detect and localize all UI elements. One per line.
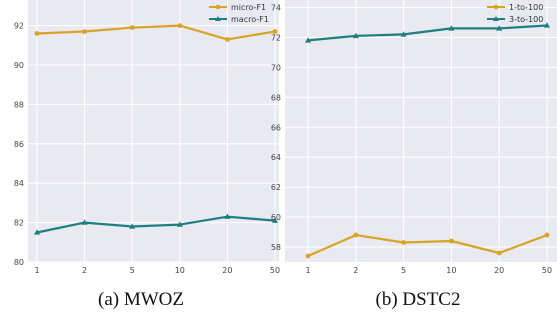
data-point-triangle <box>352 32 359 39</box>
x-tick-label: 2 <box>82 266 87 275</box>
data-point-circle <box>272 29 278 34</box>
data-point-triangle <box>81 219 88 225</box>
data-point-circle <box>305 253 311 259</box>
y-tick-label: 72 <box>271 33 281 42</box>
y-tick-label: 62 <box>271 183 281 192</box>
legend-label: 3-to-100 <box>509 15 543 24</box>
legend-marker-circle <box>215 4 221 10</box>
y-tick-label: 90 <box>14 61 24 70</box>
data-point-circle <box>129 25 135 30</box>
data-point-circle <box>34 31 40 36</box>
x-tick-label: 1 <box>305 266 310 275</box>
data-point-triangle <box>129 223 136 229</box>
series-line-1 <box>36 215 276 234</box>
data-point-triangle <box>448 25 455 31</box>
data-point-circle <box>401 240 406 245</box>
x-tick-label: 5 <box>130 266 135 275</box>
x-tick-label: 20 <box>494 266 504 275</box>
y-tick-label: 88 <box>14 100 24 109</box>
data-point-triangle <box>176 221 183 227</box>
y-tick-label: 74 <box>271 3 281 12</box>
series-line-0 <box>36 24 276 41</box>
data-point-triangle <box>544 22 550 28</box>
data-point-triangle <box>224 213 231 219</box>
data-point-triangle <box>496 25 503 31</box>
series-line-1 <box>307 24 548 42</box>
data-point-circle <box>544 232 550 238</box>
y-tick-label: 70 <box>271 63 281 72</box>
panel-mwoz-chart: 80 82 84 86 88 90 92 1 2 5 10 20 50 micro-F1 macro-F1 <box>14 0 280 275</box>
y-tick-label: 92 <box>14 22 24 31</box>
caption-dstc2: (b) DSTC2 <box>376 289 461 310</box>
series-line-0 <box>307 234 548 258</box>
data-point-triangle <box>34 229 40 235</box>
x-tick-label: 1 <box>34 266 39 275</box>
data-point-triangle <box>272 217 278 223</box>
data-point-circle <box>496 250 502 256</box>
y-tick-label: 58 <box>271 243 281 252</box>
legend-marker-triangle <box>493 16 499 21</box>
y-tick-label: 86 <box>14 140 24 149</box>
data-point-circle <box>353 232 359 238</box>
data-point-circle <box>177 23 183 29</box>
data-point-triangle <box>305 37 311 43</box>
legend-label: macro-F1 <box>231 15 269 24</box>
y-tick-label: 68 <box>271 93 281 102</box>
y-tick-label: 84 <box>14 179 24 188</box>
data-point-circle <box>449 238 454 244</box>
panel-dstc2-chart: 58 60 62 64 66 68 70 72 74 1 2 5 10 20 50 1-to-100 3-to-… <box>271 0 557 275</box>
y-tick-label: 80 <box>14 258 24 267</box>
x-tick-label: 10 <box>175 266 185 275</box>
x-tick-label: 10 <box>446 266 456 275</box>
x-tick-label: 50 <box>542 266 552 275</box>
x-tick-label: 20 <box>222 266 232 275</box>
data-point-circle <box>82 29 87 34</box>
y-tick-label: 64 <box>271 153 281 162</box>
legend-label: micro-F1 <box>231 3 266 12</box>
legend-label: 1-to-100 <box>509 3 543 12</box>
plot-background <box>285 0 557 262</box>
y-tick-label: 60 <box>271 213 281 222</box>
x-tick-label: 2 <box>353 266 358 275</box>
legend-marker-circle <box>493 4 499 10</box>
caption-mwoz: (a) MWOZ <box>98 289 184 310</box>
data-point-circle <box>225 36 230 42</box>
y-tick-label: 66 <box>271 123 281 132</box>
data-point-triangle <box>400 31 407 37</box>
x-tick-label: 50 <box>270 266 280 275</box>
legend-marker-triangle <box>215 16 221 21</box>
x-tick-label: 5 <box>401 266 406 275</box>
y-tick-label: 82 <box>14 219 24 228</box>
